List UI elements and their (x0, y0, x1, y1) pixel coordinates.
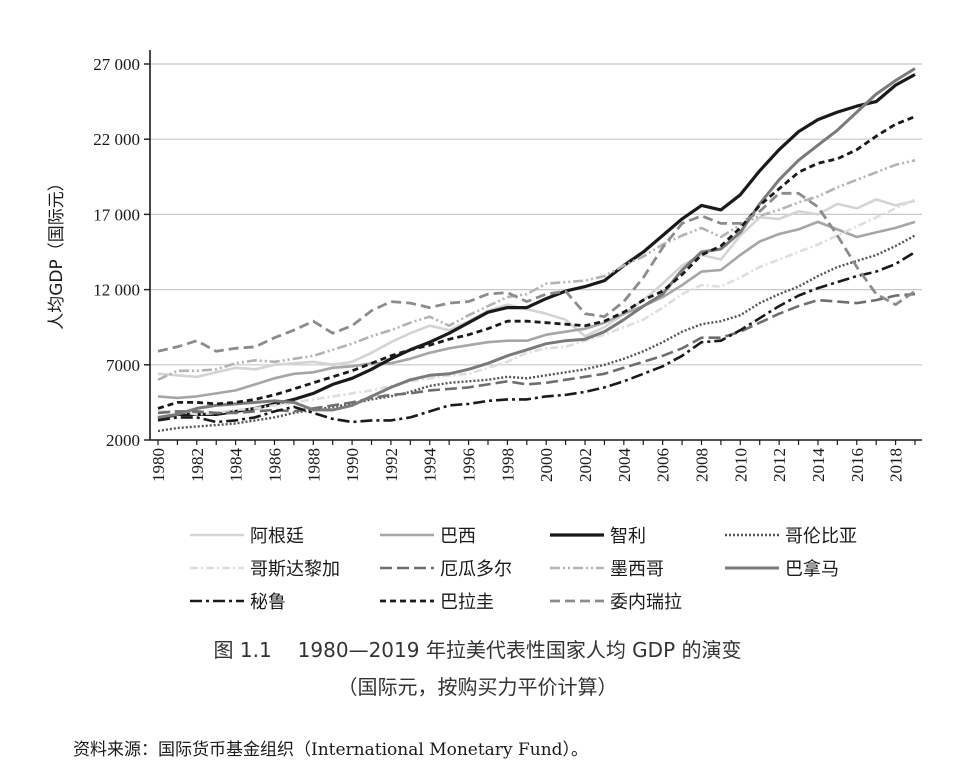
legend-item: 委内瑞拉 (550, 584, 682, 617)
y-tick-label: 7000 (106, 356, 140, 375)
x-tick-label: 1988 (304, 448, 323, 482)
legend-swatch (380, 599, 434, 602)
legend-label: 委内瑞拉 (610, 591, 682, 613)
chart-area: 2000 7000 12 000 17 000 22 000 27 000 1980 198… (47, 50, 922, 483)
series-line-巴拿马 (157, 67, 916, 419)
grid-lines (150, 63, 922, 366)
figure-number: 图 1.1 (213, 638, 272, 662)
x-tick-label: 2006 (654, 448, 673, 482)
legend-swatch (380, 533, 434, 536)
legend-swatch (550, 566, 604, 569)
legend-label: 哥伦比亚 (785, 525, 857, 547)
series-layer (157, 67, 916, 433)
legend-item: 墨西哥 (550, 551, 664, 584)
x-tick-label: 2016 (848, 448, 867, 482)
series-line-哥斯达黎加 (158, 198, 916, 416)
x-tick-label: 1986 (265, 448, 284, 482)
series-line-秘鲁 (157, 250, 916, 424)
legend-label: 哥斯达黎加 (250, 558, 340, 580)
x-tick-label: 2000 (537, 448, 556, 482)
series-line-厄瓜多尔 (157, 292, 916, 415)
x-tick-label: 1982 (188, 448, 207, 482)
x-tick-label: 2014 (809, 448, 828, 483)
x-tick-label: 2010 (731, 448, 750, 482)
legend-swatch (550, 532, 604, 537)
x-tick-label: 1994 (421, 448, 440, 483)
legend-item: 巴拉圭 (380, 584, 494, 617)
legend-label: 巴拉圭 (440, 591, 494, 613)
series-line-巴拉圭 (157, 115, 916, 410)
legend-swatch (725, 566, 779, 569)
x-tick-labels: 1980 1982 1984 1986 1988 1990 1992 1994 1996 1998… (149, 448, 906, 483)
legend-item: 哥斯达黎加 (190, 551, 340, 584)
y-axis-label: 人均GDP（国际元） (47, 174, 67, 330)
series-line-巴西 (157, 220, 916, 400)
legend-swatch (550, 599, 604, 602)
legend-label: 智利 (610, 525, 646, 547)
legend-item: 哥伦比亚 (725, 518, 857, 551)
legend-swatch (190, 566, 244, 569)
series-line-智利 (157, 73, 916, 421)
legend-swatch (190, 599, 244, 602)
source-note: 资料来源：国际货币基金组织（International Monetary Fun… (73, 740, 589, 760)
x-tick-label: 1996 (460, 448, 479, 482)
y-tick-label: 17 000 (93, 205, 140, 224)
legend-label: 秘鲁 (250, 591, 286, 613)
legend-item: 秘鲁 (190, 584, 286, 617)
legend-item: 智利 (550, 518, 646, 551)
x-tick-label: 2012 (770, 448, 789, 482)
y-tick-label: 2000 (106, 431, 140, 450)
x-tick-label: 1998 (498, 448, 517, 482)
legend-row: 秘鲁 巴拉圭 委内瑞拉 (190, 584, 950, 617)
legend-item: 巴西 (380, 518, 476, 551)
legend-row: 阿根廷 巴西 智利 哥伦比亚 (190, 518, 950, 551)
y-tick-labels: 2000 7000 12 000 17 000 22 000 27 000 (93, 55, 140, 450)
x-tick-label: 2002 (576, 448, 595, 482)
legend-label: 巴西 (440, 525, 476, 547)
legend-label: 墨西哥 (610, 558, 664, 580)
legend-item: 厄瓜多尔 (380, 551, 512, 584)
legend-swatch (725, 533, 779, 536)
legend-label: 巴拿马 (785, 558, 839, 580)
series-line-哥伦比亚 (157, 234, 916, 433)
y-tick-label: 12 000 (93, 281, 140, 300)
axes (144, 50, 922, 445)
x-tick-label: 2018 (887, 448, 906, 482)
x-tick-label: 2008 (692, 448, 711, 482)
y-tick-label: 27 000 (93, 55, 140, 74)
legend-item: 巴拿马 (725, 551, 839, 584)
x-tick-label: 1992 (382, 448, 401, 482)
series-line-委内瑞拉 (157, 191, 916, 353)
figure-title: 1980—2019 年拉美代表性国家人均 GDP 的演变 (297, 638, 742, 662)
legend-swatch (190, 533, 244, 536)
x-tick-label: 1990 (343, 448, 362, 482)
x-tick-label: 1980 (149, 448, 168, 482)
legend-label: 阿根廷 (250, 525, 304, 547)
figure-subtitle: （国际元，按购买力平价计算） (337, 675, 618, 699)
legend-label: 厄瓜多尔 (440, 558, 512, 580)
figure-caption: 图 1.1 1980—2019 年拉美代表性国家人均 GDP 的演变 （国际元，按… (0, 632, 955, 706)
legend-row: 哥斯达黎加 厄瓜多尔 墨西哥 巴拿马 (190, 551, 950, 584)
series-line-墨西哥 (157, 159, 916, 381)
legend-item: 阿根廷 (190, 518, 304, 551)
y-tick-label: 22 000 (93, 130, 140, 149)
series-line-阿根廷 (157, 198, 916, 379)
legend-swatch (380, 566, 434, 569)
legend: 阿根廷 巴西 智利 哥伦比亚哥斯达黎加 厄瓜多尔 墨西哥 巴拿马秘鲁 巴拉圭 委内瑞拉 (190, 518, 950, 617)
x-tick-label: 1984 (227, 448, 246, 483)
x-tick-label: 2004 (615, 448, 634, 483)
